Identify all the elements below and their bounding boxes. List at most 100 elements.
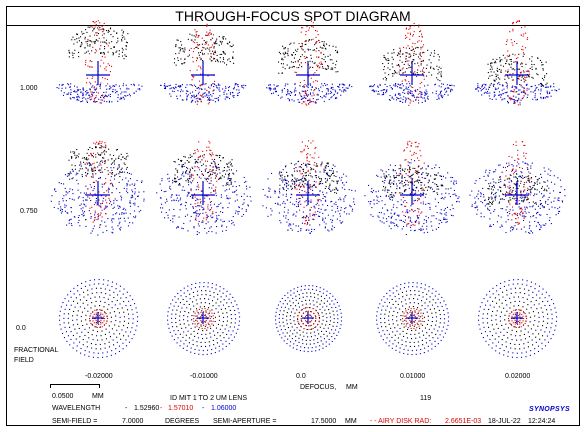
spot-point	[545, 189, 547, 191]
spot-point	[482, 187, 484, 189]
spot-point	[545, 84, 547, 86]
spot-point-red	[205, 43, 207, 45]
spot-point-red	[306, 26, 308, 28]
spot-point	[227, 166, 229, 168]
spot-point	[105, 91, 107, 93]
spot-point	[78, 153, 80, 155]
spot-point-red	[193, 76, 195, 78]
spot-point	[312, 218, 314, 220]
spot-point	[522, 91, 524, 93]
spot-point	[323, 170, 325, 172]
spot-point	[126, 345, 128, 347]
spot-point-red	[90, 152, 92, 154]
spot-point	[418, 96, 420, 98]
spot-point	[300, 166, 302, 168]
spot-point	[539, 93, 541, 95]
spot-point	[544, 75, 546, 77]
spot-point	[404, 170, 406, 172]
spot-point	[285, 182, 287, 184]
spot-point	[426, 221, 428, 223]
spot-point	[104, 41, 106, 43]
spot-point	[394, 177, 396, 179]
spot-point	[173, 199, 175, 201]
spot-point	[195, 206, 197, 208]
spot-point	[134, 198, 136, 200]
spot-point	[175, 46, 177, 48]
spot-point	[538, 177, 540, 179]
spot-point	[426, 189, 428, 191]
spot-point	[127, 33, 129, 35]
spot-point	[305, 56, 307, 58]
spot-point	[80, 320, 82, 322]
spot-point-red	[508, 210, 510, 212]
spot-point	[84, 38, 86, 40]
spot-point	[540, 97, 542, 99]
spot-point	[393, 175, 395, 177]
spot-point	[118, 345, 120, 347]
spot-point	[383, 175, 385, 177]
spot-point	[283, 211, 285, 213]
spot-point	[63, 92, 65, 94]
spot-point	[522, 161, 524, 163]
spot-point	[90, 164, 92, 166]
spot-point	[84, 204, 86, 206]
spot-point-red	[519, 208, 521, 210]
spot-point	[322, 197, 324, 199]
spot-point	[284, 179, 286, 181]
spot-point	[210, 226, 212, 228]
spot-point	[108, 42, 110, 44]
spot-point	[317, 66, 319, 68]
spot-point	[530, 167, 532, 169]
spot-point	[293, 57, 295, 59]
spot-point	[440, 67, 442, 69]
spot-point	[74, 90, 76, 92]
spot-point	[550, 181, 552, 183]
spot-point	[198, 220, 200, 222]
spot-point	[87, 50, 89, 52]
spot-point	[175, 181, 177, 183]
spot-point	[329, 54, 331, 56]
spot-point-red	[208, 175, 210, 177]
spot-point	[535, 67, 537, 69]
spot-point-red	[194, 193, 196, 195]
spot-point-red	[406, 36, 408, 38]
spot-point	[204, 92, 206, 94]
spot-point	[66, 175, 68, 177]
spot-point	[81, 33, 83, 35]
spot-point	[403, 189, 405, 191]
spot-point-red	[99, 205, 101, 207]
spot-point	[223, 36, 225, 38]
spot-point	[198, 232, 200, 234]
spot-point	[402, 72, 404, 74]
spot-point	[334, 67, 336, 69]
spot-point-red	[100, 59, 102, 61]
spot-point	[516, 173, 518, 175]
spot-point	[108, 346, 110, 348]
spot-point	[324, 227, 326, 229]
spot-point	[332, 215, 334, 217]
spot-point	[84, 285, 86, 287]
spot-point-red	[308, 184, 310, 186]
spot-point-red	[214, 190, 216, 192]
spot-point-red	[320, 165, 322, 167]
spot-point	[391, 196, 393, 198]
spot-point	[93, 283, 95, 285]
spot-point	[206, 93, 208, 95]
spot-point-red	[399, 59, 401, 61]
spot-point	[398, 53, 400, 55]
spot-point	[96, 292, 98, 294]
spot-point	[393, 52, 395, 54]
spot-point	[542, 196, 544, 198]
spot-point-red	[522, 212, 524, 214]
spot-point	[391, 199, 393, 201]
spot-point	[496, 67, 498, 69]
spot-point	[193, 212, 195, 214]
spot-point	[288, 223, 290, 225]
spot-point	[70, 218, 72, 220]
spot-point	[440, 175, 442, 177]
spot-point	[318, 90, 320, 92]
spot-point	[220, 41, 222, 43]
spot-point	[95, 348, 97, 350]
spot-point	[333, 180, 335, 182]
spot-point-red	[315, 41, 317, 43]
